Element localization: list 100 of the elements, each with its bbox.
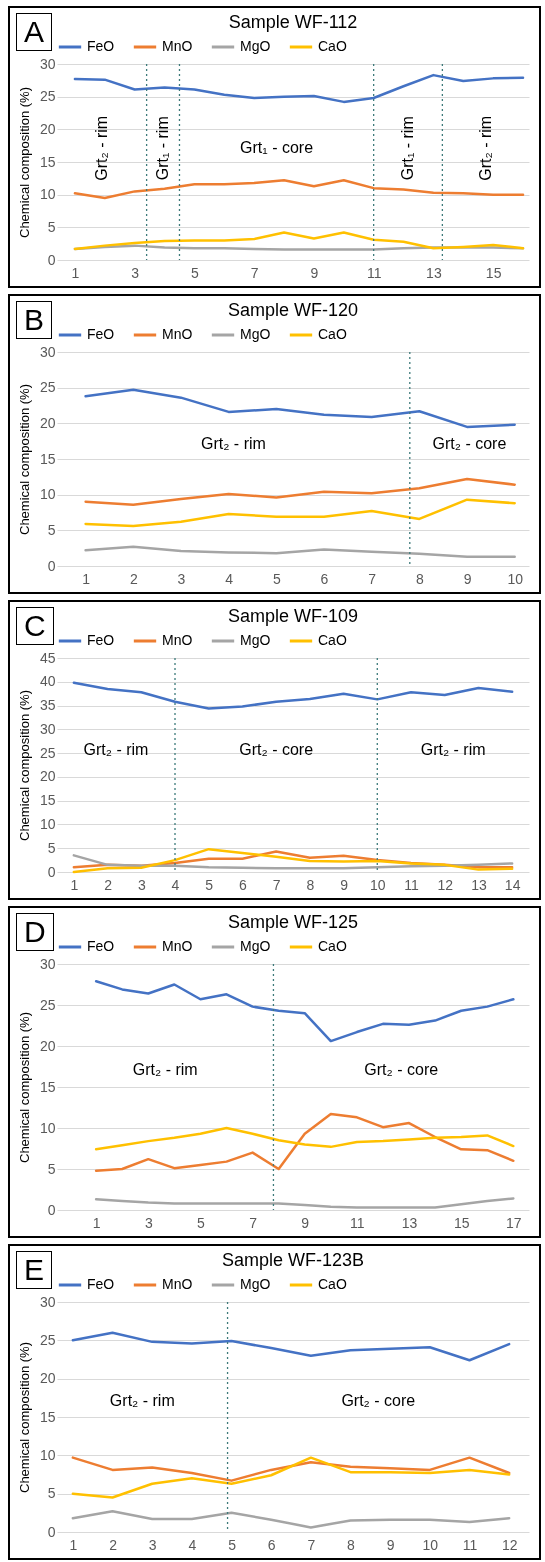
y-axis-title: Chemical composition (%) (16, 1342, 32, 1493)
annotation: Grt₂ - rim (200, 435, 266, 453)
text: C (16, 607, 54, 645)
y-axis-title: Chemical composition (%) (16, 87, 32, 238)
x-tick-label: 4 (171, 876, 180, 893)
text: A (16, 13, 53, 51)
y-tick-label: 10 (39, 486, 56, 503)
x-tick-label: 13 (401, 1214, 418, 1231)
x-tick-label: 7 (249, 1214, 258, 1231)
legend-label: MgO (240, 1276, 271, 1292)
line-series (73, 231, 525, 251)
x-tick-label: 13 (426, 264, 442, 281)
line-series (72, 681, 514, 710)
line-series (71, 1331, 511, 1362)
annotation: Grt₂ - rim (83, 741, 149, 759)
y-tick-label: 25 (39, 744, 56, 761)
y-tick-label: 35 (39, 697, 56, 714)
line-series (73, 179, 525, 200)
x-tick-label: 1 (70, 876, 79, 893)
y-tick-label: 25 (39, 1331, 56, 1348)
y-tick-label: 10 (39, 186, 56, 203)
legend-label: CaO (318, 938, 347, 954)
x-tick-label: 4 (225, 570, 234, 587)
legend-label: FeO (87, 938, 115, 954)
line-series (71, 1456, 511, 1482)
x-tick-label: 7 (368, 570, 377, 587)
y-tick-label: 15 (39, 450, 56, 467)
legend-label: CaO (318, 38, 347, 54)
legend-label: FeO (87, 38, 115, 54)
text: D (16, 913, 54, 951)
y-tick-label: 10 (39, 1119, 56, 1136)
x-tick-label: 5 (272, 570, 281, 587)
x-tick-label: 9 (310, 264, 319, 281)
y-tick-label: 25 (39, 996, 56, 1013)
legend-label: MnO (162, 1276, 193, 1292)
x-tick-label: 9 (463, 570, 472, 587)
y-axis-title: Chemical composition (%) (16, 690, 32, 841)
x-tick-label: 8 (415, 570, 424, 587)
chart-title: Sample WF-112 (228, 12, 358, 32)
x-tick-label: 3 (177, 570, 186, 587)
x-tick-label: 12 (501, 1536, 518, 1553)
x-tick-label: 14 (504, 876, 521, 893)
x-tick-label: 11 (366, 264, 382, 281)
chart-title: Sample WF-125 (227, 912, 359, 932)
y-tick-label: 25 (39, 88, 56, 105)
line-series (84, 498, 516, 528)
x-tick-label: 1 (71, 264, 80, 281)
y-tick-label: 15 (39, 153, 56, 170)
x-tick-label: 11 (350, 1214, 365, 1231)
x-tick-label: 6 (267, 1536, 276, 1553)
line-series (73, 73, 525, 104)
line-series (94, 1112, 515, 1172)
y-tick-label: 40 (39, 673, 56, 690)
annotation: Grt₁ - rim (154, 116, 172, 181)
x-tick-label: 2 (104, 876, 113, 893)
chart-title: Sample WF-109 (227, 606, 359, 626)
x-tick-label: 2 (129, 570, 138, 587)
x-tick-label: 5 (197, 1214, 206, 1231)
x-tick-label: 11 (404, 876, 419, 893)
chart-title: Sample WF-120 (227, 300, 359, 320)
x-tick-label: 3 (144, 1214, 153, 1231)
y-tick-label: 15 (39, 792, 56, 809)
y-tick-label: 30 (39, 1293, 56, 1310)
legend-label: MnO (162, 632, 193, 648)
x-tick-label: 15 (485, 264, 502, 281)
y-tick-label: 5 (47, 1160, 56, 1177)
line-series (71, 1456, 511, 1499)
x-tick-label: 10 (370, 876, 386, 893)
annotation: Grt₂ - rim (132, 1060, 198, 1078)
y-tick-label: 20 (39, 1037, 56, 1054)
x-tick-label: 8 (306, 876, 315, 893)
y-tick-label: 5 (47, 1485, 56, 1502)
legend-label: MnO (162, 326, 193, 342)
legend-label: MgO (240, 326, 271, 342)
line-series (84, 388, 516, 429)
legend-label: MnO (162, 938, 193, 954)
y-tick-label: 0 (47, 1201, 56, 1218)
x-tick-label: 5 (191, 264, 200, 281)
line-series (84, 477, 516, 506)
line-series (84, 545, 516, 558)
legend-label: MgO (240, 632, 271, 648)
x-tick-label: 7 (272, 876, 281, 893)
x-tick-label: 9 (340, 876, 349, 893)
y-tick-label: 20 (39, 120, 56, 137)
x-tick-label: 4 (188, 1536, 197, 1553)
y-tick-label: 5 (47, 839, 56, 856)
y-tick-label: 20 (39, 768, 56, 785)
y-tick-label: 20 (39, 414, 56, 431)
y-tick-label: 0 (47, 251, 56, 268)
y-tick-label: 5 (47, 521, 56, 538)
x-tick-label: 9 (386, 1536, 395, 1553)
y-tick-label: 30 (39, 720, 56, 737)
line-series (71, 1510, 511, 1529)
x-tick-label: 6 (239, 876, 248, 893)
x-tick-label: 3 (137, 876, 146, 893)
y-tick-label: 30 (39, 55, 56, 72)
y-tick-label: 30 (39, 343, 56, 360)
y-tick-label: 5 (47, 218, 56, 235)
y-tick-label: 45 (39, 649, 56, 666)
annotation: Grt₁ - rim (399, 116, 417, 181)
